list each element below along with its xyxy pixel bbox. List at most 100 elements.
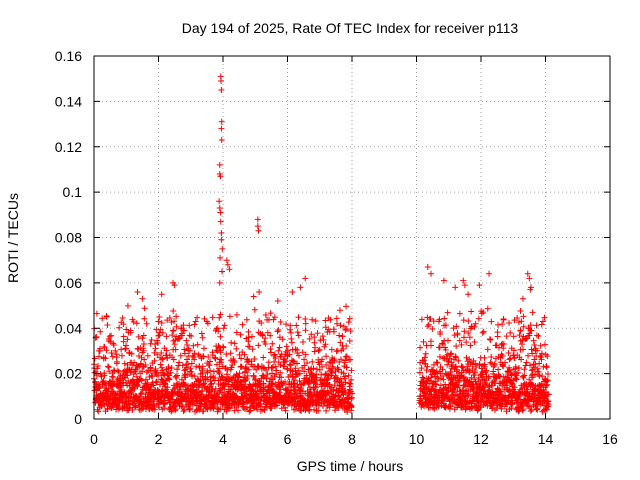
data-point [176, 335, 183, 342]
data-point [158, 319, 165, 326]
data-point [168, 365, 175, 372]
data-point [520, 313, 527, 320]
data-point [296, 370, 303, 377]
data-point [421, 354, 428, 361]
data-point [183, 337, 190, 344]
data-point [174, 366, 181, 373]
data-point [217, 218, 224, 225]
data-point [282, 407, 289, 414]
data-point [116, 324, 123, 331]
data-point [538, 350, 545, 357]
data-point [130, 318, 137, 325]
data-point [188, 360, 195, 367]
data-point [440, 376, 447, 383]
data-point [515, 408, 522, 415]
data-point [519, 346, 526, 353]
data-point [199, 363, 206, 370]
data-point [124, 302, 131, 309]
data-point [216, 314, 223, 321]
data-point [134, 383, 141, 390]
data-point [273, 367, 280, 374]
data-point [494, 329, 501, 336]
data-point [514, 314, 521, 321]
data-point [526, 332, 533, 339]
data-point [150, 382, 157, 389]
data-point [495, 321, 501, 328]
data-point [485, 373, 492, 380]
data-point [207, 390, 214, 397]
data-point [284, 347, 291, 354]
data-point [458, 363, 465, 370]
data-point [231, 340, 238, 347]
data-point [305, 406, 312, 413]
data-point [209, 349, 216, 356]
data-point [539, 373, 546, 380]
data-point [137, 391, 144, 398]
data-point [265, 359, 272, 366]
data-point [528, 327, 535, 334]
data-point [99, 315, 106, 322]
data-point [124, 336, 131, 343]
data-point [188, 332, 195, 339]
data-point [108, 349, 115, 356]
data-point [260, 380, 267, 387]
data-point [139, 295, 146, 302]
data-point [342, 373, 349, 380]
data-point [259, 332, 266, 339]
data-point [445, 358, 452, 365]
data-point [152, 367, 159, 374]
data-point [342, 327, 349, 334]
data-point [513, 376, 520, 383]
data-point [93, 310, 100, 317]
data-point [272, 363, 279, 370]
data-point [459, 364, 466, 371]
data-point [466, 356, 473, 363]
data-point [269, 376, 276, 383]
data-point [416, 369, 423, 376]
data-point [328, 346, 335, 353]
data-point [155, 332, 162, 339]
data-point [101, 344, 108, 351]
data-point [455, 357, 462, 364]
data-point [154, 379, 161, 386]
data-point [516, 332, 523, 339]
data-point [515, 365, 522, 372]
data-point [157, 326, 164, 333]
data-point [310, 365, 317, 372]
data-point [157, 381, 164, 388]
data-point [474, 406, 481, 413]
data-point [330, 328, 337, 335]
data-point [216, 205, 223, 212]
data-point [439, 366, 446, 373]
data-point [186, 322, 193, 329]
data-point [466, 369, 473, 376]
data-point [161, 405, 168, 412]
data-point [479, 329, 486, 336]
data-point [523, 386, 530, 393]
data-point [444, 337, 451, 344]
data-point [122, 345, 129, 352]
data-point [164, 388, 171, 395]
data-point [196, 406, 203, 413]
data-point [140, 340, 147, 347]
data-point [218, 136, 225, 143]
data-point [124, 382, 131, 389]
data-point [218, 77, 225, 84]
data-point [424, 323, 431, 330]
data-point [245, 366, 252, 373]
data-point [173, 313, 180, 320]
data-point [198, 391, 205, 398]
data-point [302, 275, 309, 282]
data-point [307, 366, 314, 373]
data-point [192, 318, 199, 325]
data-point [174, 372, 181, 379]
data-point [218, 125, 225, 132]
data-point [143, 376, 150, 383]
data-point [120, 338, 127, 345]
data-point [422, 350, 429, 357]
data-point [201, 380, 208, 387]
data-point [424, 263, 431, 270]
data-point [465, 291, 472, 298]
data-point [218, 229, 225, 236]
data-point [269, 364, 276, 371]
